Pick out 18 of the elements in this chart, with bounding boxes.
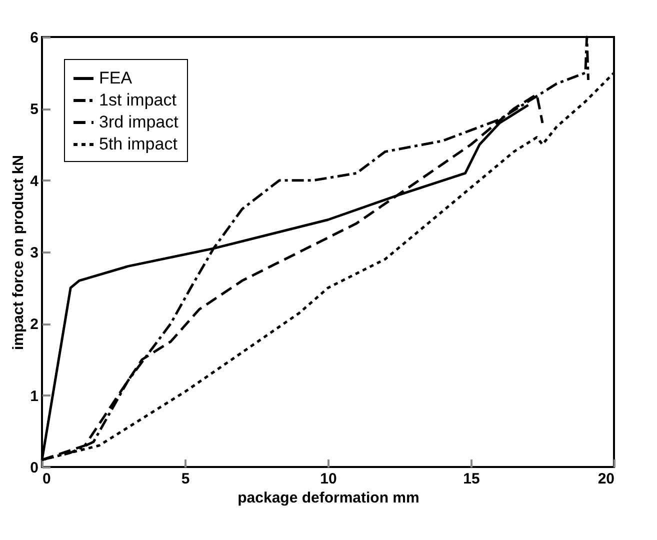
x-axis-title: package deformation mm [238, 490, 420, 506]
x-tick-label: 0 [42, 470, 51, 488]
y-tick-label: 2 [30, 316, 38, 334]
y-tick-label: 4 [30, 172, 40, 190]
x-tick-label: 15 [463, 470, 480, 488]
legend-label: 1st impact [99, 90, 177, 110]
x-tick-label: 5 [181, 470, 190, 488]
x-tick-label: 10 [320, 470, 337, 488]
y-tick-label: 0 [30, 460, 38, 476]
y-tick-label: 3 [30, 244, 38, 262]
x-tick-label: 20 [598, 470, 614, 488]
y-axis-title: impact force on product kN [10, 154, 28, 350]
y-tick-label: 5 [30, 101, 38, 118]
legend-label: 3rd impact [99, 112, 179, 132]
legend-label: FEA [99, 68, 133, 88]
y-tick-label: 1 [30, 388, 38, 405]
y-tick-label: 6 [30, 30, 38, 46]
legend-label: 5th impact [99, 134, 178, 154]
